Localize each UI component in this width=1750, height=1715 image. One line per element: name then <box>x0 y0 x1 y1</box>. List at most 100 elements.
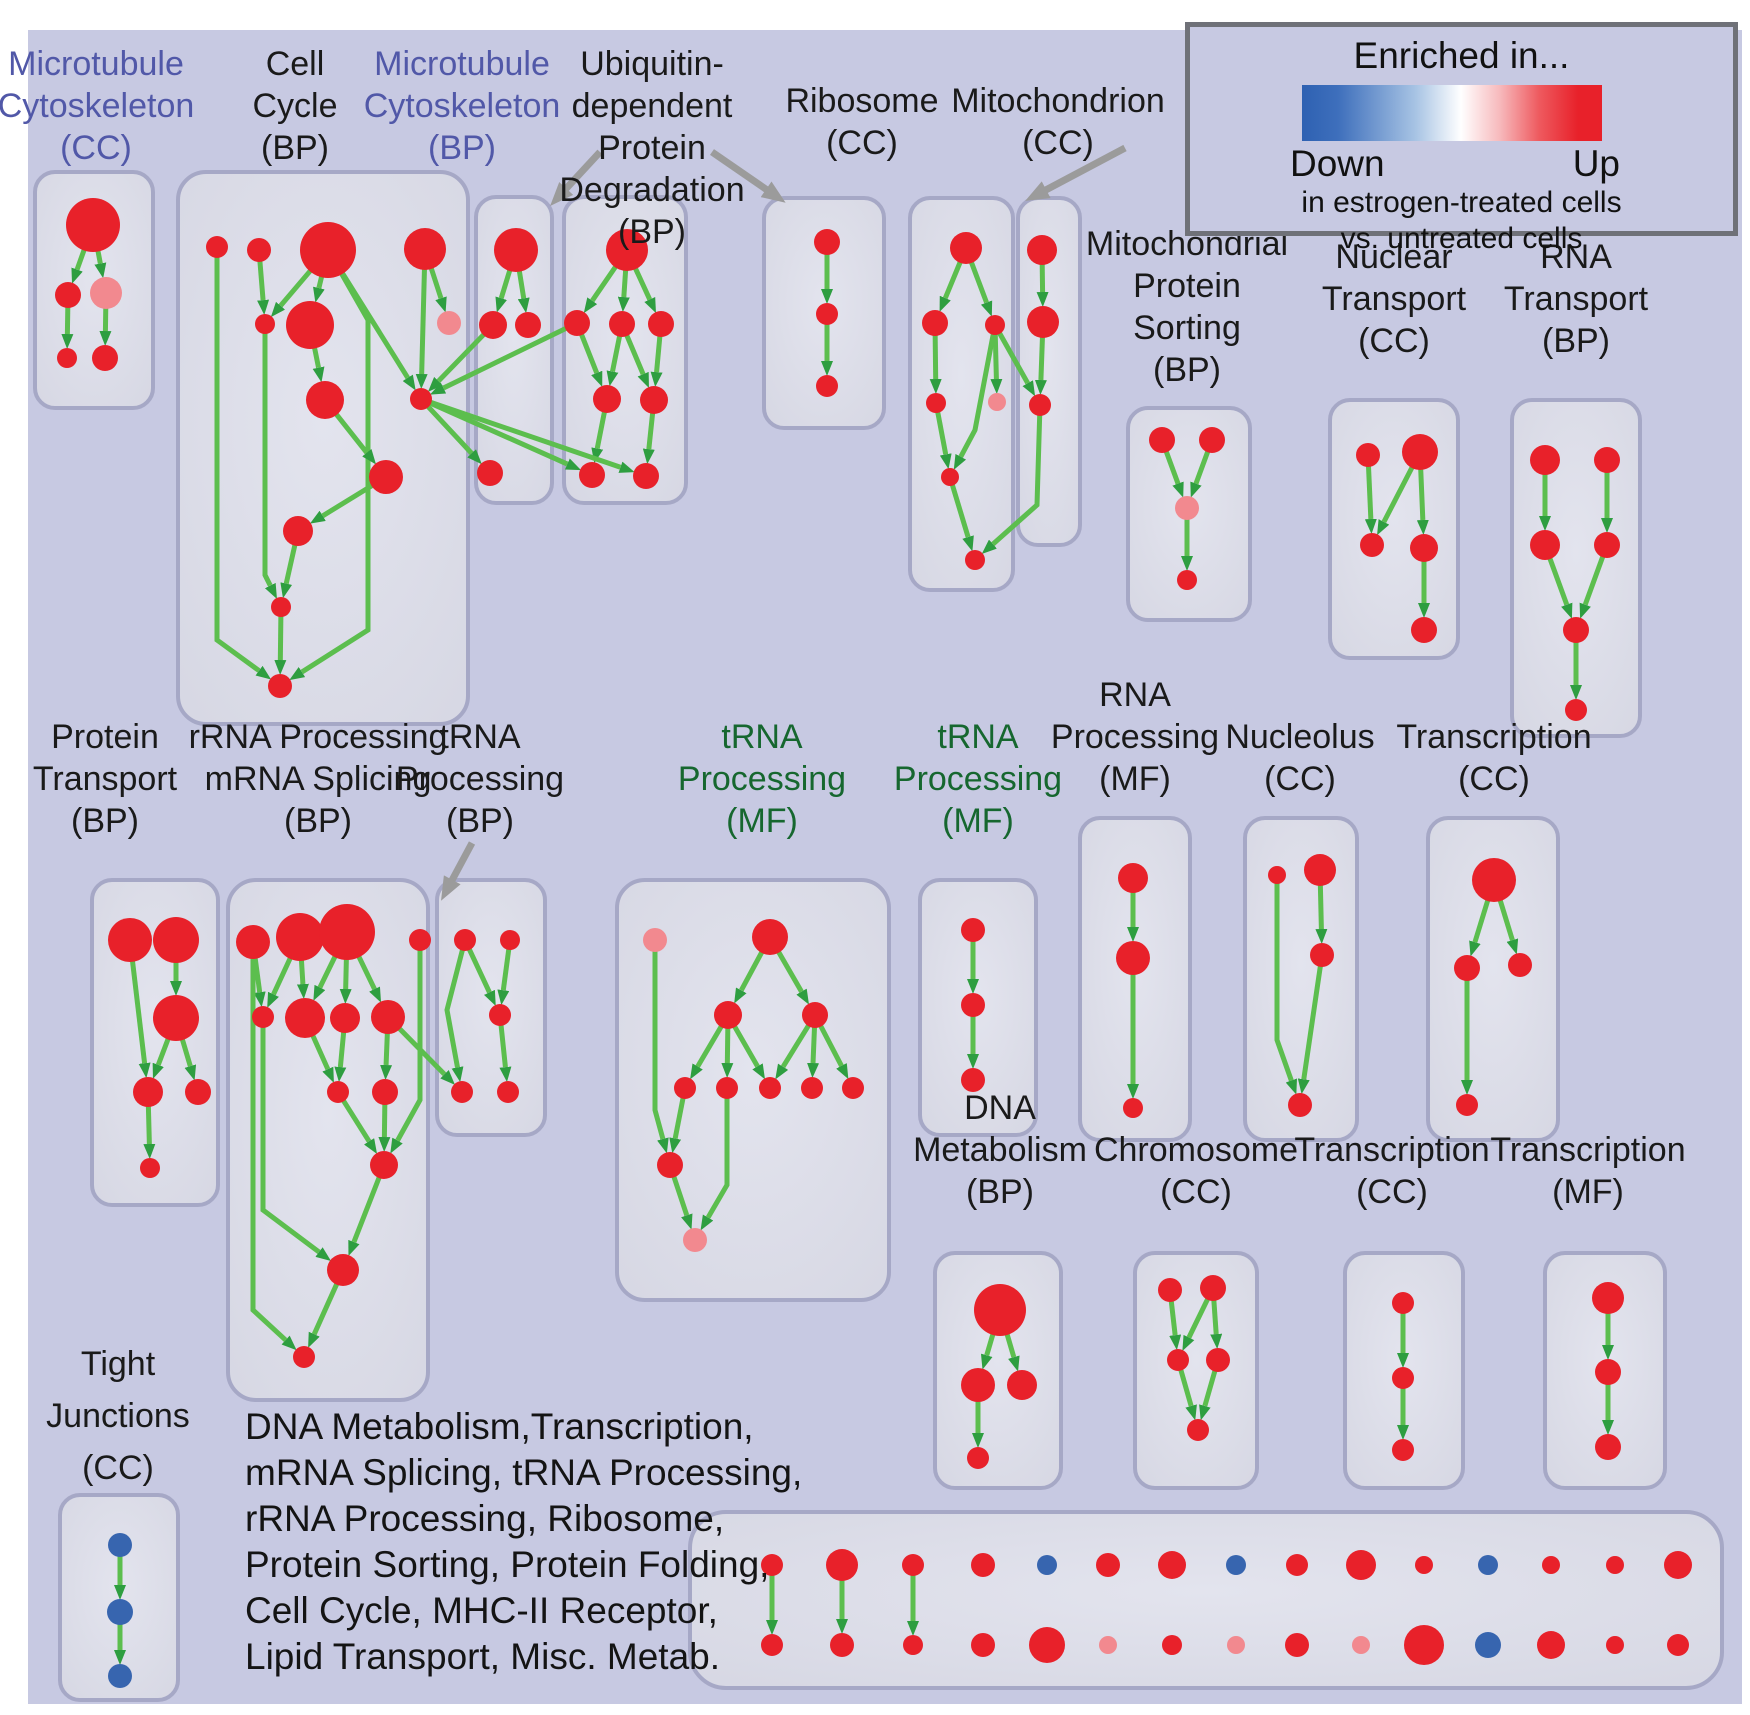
cluster-label-trna-bp: (BP) <box>446 802 514 840</box>
edge-m1-m3 <box>516 270 530 314</box>
edge-b8-b10 <box>334 412 377 465</box>
cluster-label-transcription-mf: Transcription <box>1490 1131 1685 1169</box>
edge-f4-f6 <box>935 411 952 470</box>
go-node-f1 <box>950 232 982 264</box>
edge-l1-l5 <box>252 957 266 1008</box>
go-node-l13 <box>293 1346 315 1368</box>
edge-k3-k5 <box>179 1038 197 1081</box>
go-node-l12 <box>327 1254 359 1286</box>
edge-l7-l9 <box>334 1031 347 1083</box>
cluster-box-chromosome <box>1133 1251 1259 1490</box>
legend-box: Enriched in... Down Up in estrogen-treat… <box>1185 22 1738 255</box>
go-node-bb14 <box>1606 1636 1624 1654</box>
go-node-k6 <box>140 1158 160 1178</box>
go-node-bt6 <box>1096 1553 1120 1577</box>
edge-u1-u2 <box>583 265 618 314</box>
go-node-u5 <box>593 385 621 413</box>
go-node-a4 <box>57 348 77 368</box>
misc-text-line: Protein Sorting, Protein Folding, <box>245 1544 770 1585</box>
edge-i2-i3 <box>1377 465 1415 536</box>
cluster-label-tight-junctions: Tight <box>81 1345 156 1383</box>
edge-x4-x5 <box>1199 1369 1218 1421</box>
edge-u2-b9 <box>429 326 568 395</box>
go-node-l1 <box>236 925 270 959</box>
cluster-label-dna-metabolism: DNA <box>964 1089 1036 1127</box>
go-node-bb4 <box>971 1633 995 1657</box>
go-node-s3 <box>1007 1370 1037 1400</box>
edge-u4-u6 <box>650 335 663 388</box>
edge-n10-n11 <box>671 1175 693 1230</box>
edge-m1-m2 <box>495 269 513 313</box>
go-node-u7 <box>579 462 605 488</box>
edge-b5-b12 <box>262 333 277 599</box>
cluster-label-protein-transport: Protein <box>51 718 159 756</box>
edge-h1-h3 <box>1163 450 1184 498</box>
edge-f6-f7 <box>949 483 974 552</box>
cluster-label-transcription-mf: (MF) <box>1552 1173 1624 1211</box>
cluster-box-transcription-cc-2 <box>1426 816 1560 1142</box>
go-node-bb15 <box>1667 1634 1689 1656</box>
cluster-label-chromosome: Chromosome <box>1094 1131 1298 1169</box>
go-node-bt14 <box>1606 1556 1624 1574</box>
go-node-bt13 <box>1542 1556 1560 1574</box>
go-node-h1 <box>1149 427 1175 453</box>
edge-b4-b7 <box>428 267 447 313</box>
go-node-f7 <box>965 550 985 570</box>
label-pointer-arrow-1 <box>710 149 786 203</box>
legend-subtitle-2: vs. untreated cells <box>1340 222 1583 255</box>
edge-l2-l6 <box>296 959 309 1000</box>
edge-q1-q4 <box>1274 883 1297 1095</box>
edge-b2-b5 <box>257 260 270 316</box>
go-node-m1 <box>494 228 538 272</box>
go-node-f2 <box>922 310 948 336</box>
go-node-bb9 <box>1285 1633 1309 1657</box>
go-node-bb10 <box>1352 1636 1370 1654</box>
go-node-b9 <box>410 388 432 410</box>
go-node-l5 <box>252 1006 274 1028</box>
go-node-u6 <box>640 386 668 414</box>
go-node-i1 <box>1356 443 1380 467</box>
go-node-e1 <box>814 229 840 255</box>
edge-g3-f7 <box>981 414 1043 555</box>
go-node-bb5 <box>1029 1627 1065 1663</box>
cluster-label-transcription-cc-2: Transcription <box>1396 718 1591 756</box>
edge-i2-i4 <box>1416 468 1429 536</box>
go-node-b2 <box>247 238 271 262</box>
cluster-label-mt-bp: Cytoskeleton <box>364 87 561 125</box>
edge-s1-s2 <box>980 1333 996 1370</box>
go-node-q4 <box>1288 1093 1312 1117</box>
cluster-label-mitochondrion: Mitochondrion <box>951 82 1165 120</box>
edge-s1-s3 <box>1004 1333 1020 1372</box>
go-node-p1 <box>1118 863 1148 893</box>
edge-h2-h3 <box>1190 450 1211 498</box>
go-node-q3 <box>1310 943 1334 967</box>
edge-i1-i3 <box>1364 465 1377 535</box>
go-node-bt7 <box>1158 1551 1186 1579</box>
edge-f1-f3 <box>968 261 993 317</box>
edge-t1-t3 <box>466 948 496 1006</box>
cluster-label-ubiquitin: Ubiquitin- <box>580 45 724 83</box>
go-node-k3 <box>153 995 199 1041</box>
go-node-bt8 <box>1226 1555 1246 1575</box>
cluster-label-mps: (BP) <box>1153 351 1221 389</box>
edge-b6-b8 <box>312 347 325 383</box>
go-node-a5 <box>92 345 118 371</box>
edge-n3-n5 <box>690 1024 724 1080</box>
edge-u1-u4 <box>633 267 656 314</box>
go-node-f6 <box>941 468 959 486</box>
edge-n2-n3 <box>734 950 765 1004</box>
go-node-g3 <box>1029 394 1051 416</box>
go-node-z2 <box>1595 1359 1621 1385</box>
cluster-box-ubiquitin-a <box>562 195 688 505</box>
misc-text-line: DNA Metabolism,Transcription, <box>245 1406 754 1447</box>
go-node-n1 <box>643 928 667 952</box>
label-pointer-arrow-2 <box>1025 144 1127 201</box>
cluster-label-ubiquitin: Degradation <box>559 171 744 209</box>
go-node-j4 <box>1594 532 1620 558</box>
go-node-b12 <box>271 597 291 617</box>
go-node-y2 <box>1392 1367 1414 1389</box>
go-node-l2 <box>276 913 324 961</box>
edge-g2-g3 <box>1034 336 1047 396</box>
go-node-a3 <box>90 277 122 309</box>
cluster-label-rna-transport: RNA <box>1540 238 1612 276</box>
